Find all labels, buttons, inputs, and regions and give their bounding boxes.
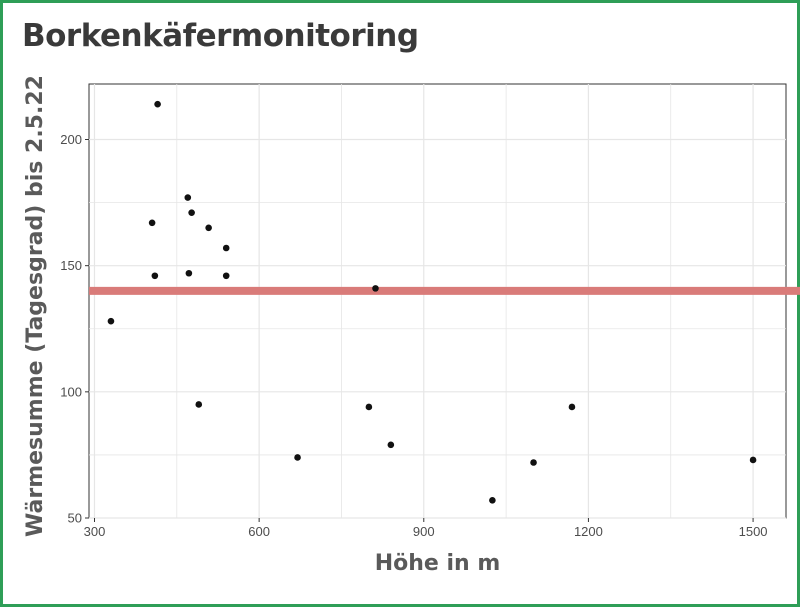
data-point (151, 272, 159, 280)
data-point (365, 403, 373, 411)
y-tick-label: 150 (60, 258, 82, 273)
grid-lines (89, 84, 786, 519)
page-title: Borkenkäfermonitoring (22, 18, 419, 54)
plot-panel (88, 83, 787, 519)
data-point (222, 244, 230, 252)
data-point (184, 194, 192, 201)
data-point (205, 224, 212, 232)
data-point (568, 403, 576, 411)
x-tick-label: 1500 (739, 524, 768, 539)
data-point (387, 441, 395, 449)
x-tick-label: 900 (413, 524, 435, 539)
y-tick-labels: 50 100 150 200 (60, 132, 89, 526)
x-tick-label: 300 (84, 524, 106, 539)
data-point (222, 272, 230, 280)
x-tick-label: 600 (248, 524, 270, 539)
data-point (188, 209, 195, 216)
x-tick-labels: 300 600 900 1200 1500 (84, 518, 768, 539)
data-point (154, 100, 161, 108)
data-point (749, 456, 757, 464)
data-point (195, 401, 203, 408)
data-points (107, 100, 757, 504)
data-point (530, 459, 537, 466)
data-point (148, 219, 156, 227)
y-tick-label: 50 (68, 511, 82, 526)
y-tick-label: 200 (60, 132, 82, 147)
y-tick-label: 100 (60, 384, 82, 399)
y-axis-label: Wärmesumme (Tagesgrad) bis 2.5.22 (23, 75, 48, 537)
data-point (372, 285, 379, 292)
data-point (185, 269, 193, 277)
data-point (489, 497, 496, 504)
x-axis-label: Höhe in m (375, 551, 501, 576)
x-tick-label: 1200 (574, 524, 603, 539)
data-point (107, 317, 115, 325)
data-point (294, 454, 301, 461)
